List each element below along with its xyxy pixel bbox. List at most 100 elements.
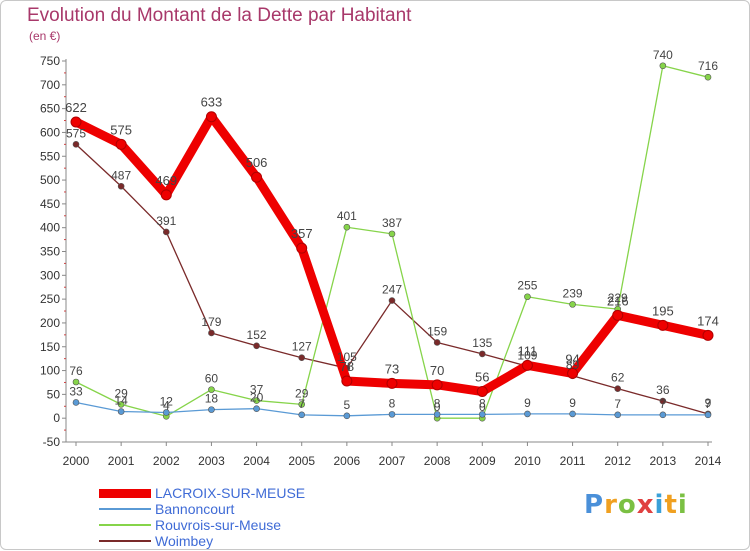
data-point	[253, 342, 260, 350]
y-tick-label: -50	[43, 435, 61, 449]
series-line-0	[71, 112, 713, 397]
data-label: 111	[518, 343, 538, 358]
data-point	[478, 411, 486, 418]
y-tick-label: 50	[47, 387, 61, 401]
x-tick-label: 2006	[334, 454, 361, 468]
data-point	[702, 329, 714, 341]
data-label: 73	[385, 361, 399, 376]
x-tick-label: 2000	[63, 454, 90, 468]
y-tick-label: 100	[40, 364, 60, 378]
data-label: 195	[652, 303, 674, 318]
data-point	[253, 405, 260, 412]
data-label: 4	[163, 398, 170, 412]
logo-letter: o	[617, 490, 637, 520]
data-label: 37	[250, 383, 264, 397]
x-tick-label: 2009	[469, 454, 496, 468]
data-label: 575	[110, 122, 132, 137]
data-label: 89	[566, 358, 580, 372]
x-tick-label: 2004	[243, 454, 270, 468]
y-tick-label: 750	[40, 54, 60, 68]
x-tick-label: 2001	[108, 454, 135, 468]
data-label: 401	[337, 209, 357, 223]
data-point	[208, 406, 215, 413]
chart-unit: (en €)	[29, 29, 61, 43]
data-point	[433, 411, 441, 418]
data-label: 179	[201, 315, 221, 329]
data-label: 14	[114, 394, 128, 408]
legend-label: Woimbey	[155, 533, 214, 549]
y-tick-label: 200	[40, 316, 60, 330]
data-label: 391	[156, 214, 176, 228]
data-label: 33	[69, 384, 83, 398]
x-tick-label: 2007	[379, 454, 406, 468]
legend-label: Bannoncourt	[155, 501, 235, 517]
data-point	[659, 62, 667, 70]
logo-letter: i	[677, 490, 688, 520]
data-label: 109	[517, 348, 537, 362]
y-tick-label: 400	[40, 221, 60, 235]
data-label: 174	[697, 313, 719, 328]
data-point	[657, 319, 669, 331]
data-point	[612, 309, 624, 321]
data-label: 9	[705, 396, 712, 410]
data-point	[704, 411, 712, 419]
logo-letter: i	[654, 490, 665, 520]
x-tick-label: 2003	[198, 454, 225, 468]
data-point	[569, 301, 576, 308]
x-tick-label: 2005	[288, 454, 315, 468]
data-label: 152	[247, 328, 267, 342]
data-label: 7	[660, 397, 667, 411]
x-tick-label: 2014	[695, 454, 722, 468]
data-point	[72, 399, 80, 406]
data-label: 5	[344, 398, 351, 412]
y-tick-label: 450	[40, 197, 60, 211]
data-point	[704, 73, 712, 81]
data-label: 239	[563, 286, 583, 300]
data-point	[431, 379, 443, 391]
data-point	[433, 339, 441, 346]
data-label: 36	[656, 383, 670, 397]
logo-letter: P	[584, 490, 605, 520]
data-point	[659, 397, 667, 405]
data-point	[343, 412, 351, 420]
data-point	[476, 386, 488, 398]
data-label: 20	[250, 391, 264, 405]
data-label: 105	[337, 350, 357, 364]
y-tick-label: 650	[40, 102, 60, 116]
legend-swatch	[99, 508, 151, 510]
data-point	[208, 329, 215, 337]
data-point	[388, 230, 396, 238]
x-tick-label: 2011	[560, 454, 586, 468]
data-label: 0	[434, 400, 441, 414]
data-point	[72, 141, 80, 148]
data-label: 387	[382, 216, 402, 230]
data-point	[298, 411, 306, 419]
legend-label: LACROIX-SUR-MEUSE	[155, 485, 306, 501]
y-tick-label: 600	[40, 125, 60, 139]
data-label: 9	[569, 396, 576, 410]
data-label: 487	[111, 168, 131, 182]
data-point	[614, 385, 622, 392]
data-point	[296, 242, 308, 254]
data-point	[298, 401, 306, 408]
data-label: 94	[565, 351, 579, 366]
data-point	[659, 411, 667, 419]
data-label: 127	[292, 340, 312, 354]
data-label: 8	[479, 396, 486, 410]
y-tick-label: 300	[40, 268, 60, 282]
x-tick-label: 2008	[424, 454, 451, 468]
data-point	[70, 116, 82, 128]
data-label: 12	[160, 394, 174, 408]
data-point	[524, 410, 531, 418]
data-label: 7	[298, 397, 305, 411]
data-point	[521, 359, 533, 371]
data-label: 8	[389, 396, 396, 410]
data-point	[567, 367, 579, 379]
data-point	[208, 386, 215, 393]
data-label: 60	[205, 372, 219, 386]
data-label: 740	[653, 48, 673, 62]
data-point	[251, 171, 263, 183]
y-tick-label: 0	[53, 411, 60, 425]
data-label: 7	[614, 397, 621, 411]
